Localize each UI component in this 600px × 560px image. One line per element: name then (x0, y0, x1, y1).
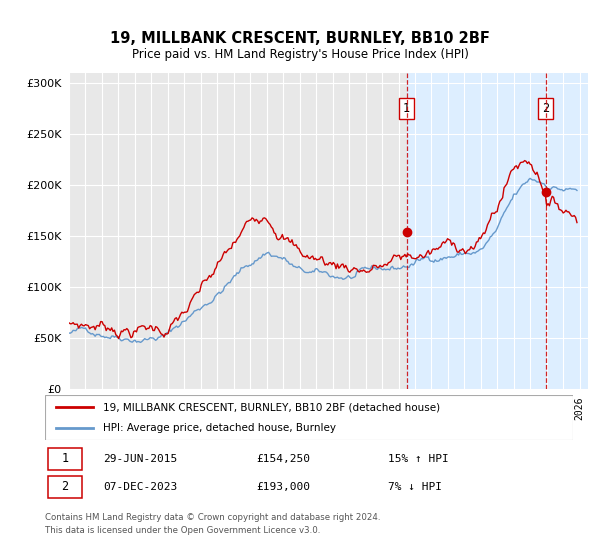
Bar (47, 477, 82, 497)
Bar (545, 73, 588, 389)
Text: HPI: Average price, detached house, Burnley: HPI: Average price, detached house, Burn… (103, 423, 336, 433)
Bar (407, 73, 545, 389)
Text: 2: 2 (61, 480, 68, 493)
Text: £154,250: £154,250 (256, 454, 310, 464)
Text: This data is licensed under the Open Government Licence v3.0.: This data is licensed under the Open Gov… (45, 526, 320, 535)
Text: £193,000: £193,000 (256, 482, 310, 492)
Text: 1: 1 (61, 452, 68, 465)
Text: 1: 1 (403, 102, 410, 115)
Text: Contains HM Land Registry data © Crown copyright and database right 2024.: Contains HM Land Registry data © Crown c… (45, 513, 380, 522)
Text: 15% ↑ HPI: 15% ↑ HPI (388, 454, 449, 464)
Text: 2: 2 (542, 102, 549, 115)
Text: 07-DEC-2023: 07-DEC-2023 (103, 482, 178, 492)
Text: Price paid vs. HM Land Registry's House Price Index (HPI): Price paid vs. HM Land Registry's House … (131, 48, 469, 60)
Bar (47, 449, 82, 469)
Text: 7% ↓ HPI: 7% ↓ HPI (388, 482, 442, 492)
Text: 19, MILLBANK CRESCENT, BURNLEY, BB10 2BF (detached house): 19, MILLBANK CRESCENT, BURNLEY, BB10 2BF… (103, 402, 440, 412)
Text: 19, MILLBANK CRESCENT, BURNLEY, BB10 2BF: 19, MILLBANK CRESCENT, BURNLEY, BB10 2BF (110, 31, 490, 46)
Bar (545, 73, 588, 389)
Text: 29-JUN-2015: 29-JUN-2015 (103, 454, 178, 464)
